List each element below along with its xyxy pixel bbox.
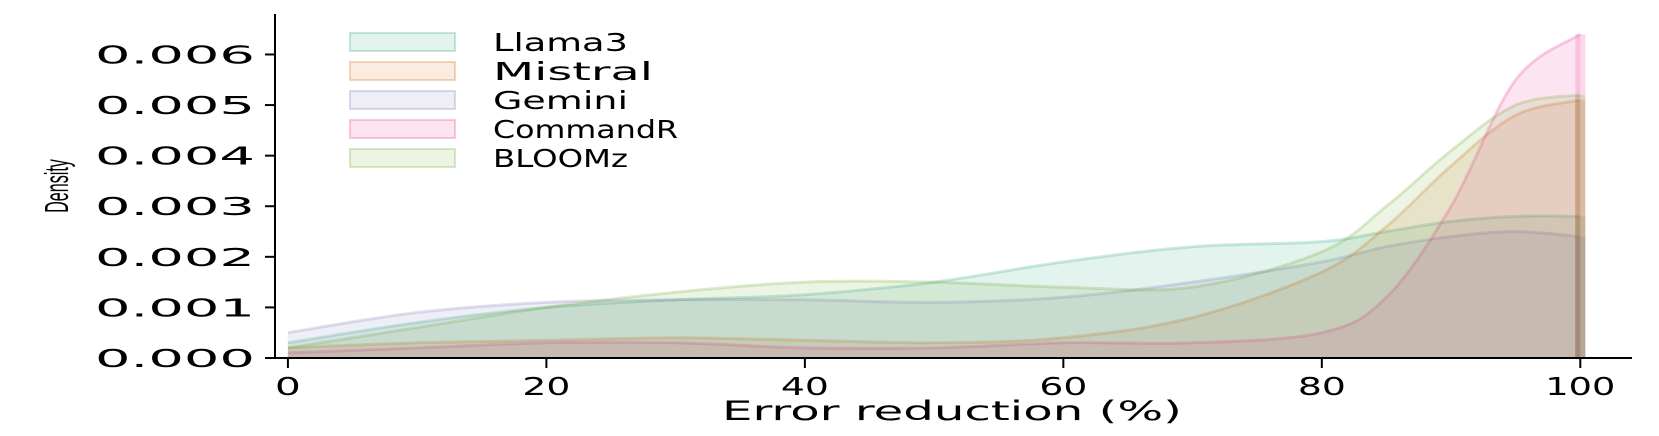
x-tick-label: 60 <box>1039 372 1087 401</box>
density-area-commandr <box>287 34 1581 358</box>
density-line-gemini <box>287 229 1581 335</box>
y-tick-label: 0.001 <box>95 293 255 322</box>
density-line-llama3 <box>287 214 1581 345</box>
legend-label-commandr: CommandR <box>493 115 678 144</box>
y-tick-label: 0.000 <box>95 344 255 373</box>
legend-swatch-llama3 <box>349 32 456 52</box>
y-axis-label: Density <box>37 159 75 213</box>
x-tick-label: 40 <box>781 372 829 401</box>
x-ticks: 0 20 40 60 80 100 <box>275 358 1615 401</box>
legend-label-gemini: Gemini <box>493 86 628 115</box>
y-tick-label: 0.004 <box>95 142 255 171</box>
legend-swatch-bloomz <box>349 148 456 168</box>
density-line-mistral <box>287 98 1581 350</box>
x-axis-label: Error reduction (%) <box>722 396 1182 427</box>
series-layer <box>287 32 1586 359</box>
y-tick-label: 0.005 <box>95 91 255 120</box>
legend-swatch-gemini <box>349 90 456 110</box>
density-area-gemini <box>287 231 1581 358</box>
legend-label-bloomz: BLOOMz <box>493 144 628 173</box>
x-tick-label: 80 <box>1298 372 1346 401</box>
legend-swatch-commandr <box>349 119 456 139</box>
y-tick-label: 0.006 <box>95 40 255 69</box>
y-ticks: 0.000 0.001 0.002 0.003 0.004 0.005 0.006 <box>95 40 275 373</box>
y-tick-label: 0.003 <box>95 192 255 221</box>
x-tick-label: 100 <box>1545 372 1615 401</box>
density-line-bloomz <box>287 93 1581 350</box>
density-area-mistral <box>287 100 1581 358</box>
legend-label-mistral: Mistral <box>493 57 653 86</box>
x-tick-label: 0 <box>275 372 301 401</box>
y-tick-label: 0.002 <box>95 243 255 272</box>
x-tick-label: 20 <box>522 372 570 401</box>
density-area-bloomz <box>287 94 1581 359</box>
legend-label-llama3: Llama3 <box>493 28 628 57</box>
density-area-llama3 <box>287 216 1581 358</box>
density-line-commandr <box>287 32 1582 355</box>
legend-swatch-mistral <box>349 61 456 81</box>
